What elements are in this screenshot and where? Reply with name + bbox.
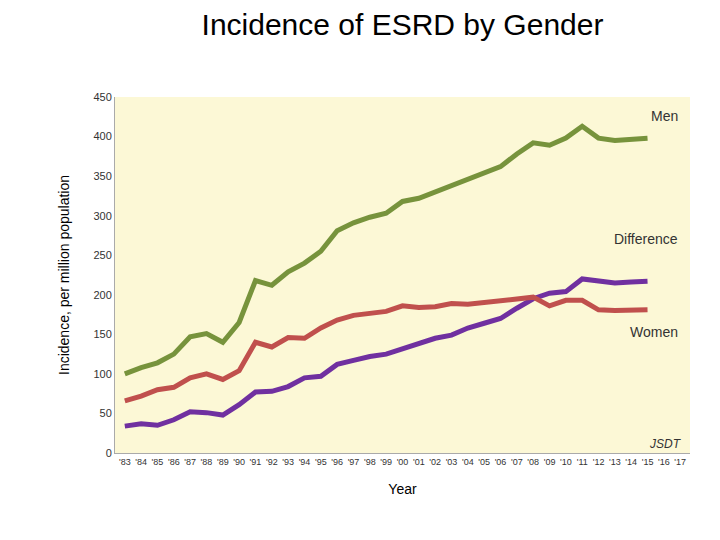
svg-text:'86: '86 [168, 457, 180, 467]
svg-text:'11: '11 [577, 457, 588, 467]
svg-text:'83: '83 [119, 457, 131, 467]
svg-text:'08: '08 [527, 457, 539, 467]
svg-text:'17: '17 [674, 457, 686, 467]
svg-text:'04: '04 [462, 457, 474, 467]
svg-text:Difference: Difference [614, 231, 678, 247]
svg-text:Women: Women [630, 324, 678, 340]
svg-text:Incidence, per million populat: Incidence, per million population [56, 175, 72, 375]
svg-text:'91: '91 [250, 457, 262, 467]
svg-text:Incidence of ESRD by Gender: Incidence of ESRD by Gender [202, 8, 604, 41]
svg-text:'03: '03 [446, 457, 458, 467]
svg-text:'16: '16 [658, 457, 670, 467]
svg-text:50: 50 [100, 407, 112, 419]
svg-text:'95: '95 [315, 457, 327, 467]
svg-text:350: 350 [93, 170, 111, 182]
svg-text:Men: Men [651, 108, 678, 124]
svg-text:'94: '94 [299, 457, 311, 467]
svg-text:'12: '12 [593, 457, 605, 467]
svg-text:'15: '15 [642, 457, 654, 467]
svg-text:'93: '93 [282, 457, 294, 467]
svg-text:'09: '09 [544, 457, 556, 467]
svg-text:'06: '06 [495, 457, 507, 467]
svg-text:'98: '98 [364, 457, 376, 467]
svg-text:400: 400 [93, 130, 111, 142]
svg-text:'05: '05 [478, 457, 490, 467]
svg-text:'90: '90 [233, 457, 245, 467]
svg-text:250: 250 [93, 249, 111, 261]
svg-text:150: 150 [93, 328, 111, 340]
svg-text:'01: '01 [413, 457, 425, 467]
svg-text:'02: '02 [429, 457, 441, 467]
svg-text:'85: '85 [152, 457, 164, 467]
svg-text:'07: '07 [511, 457, 523, 467]
svg-text:200: 200 [93, 289, 111, 301]
svg-text:450: 450 [93, 91, 111, 103]
svg-text:'88: '88 [201, 457, 213, 467]
svg-text:'89: '89 [217, 457, 229, 467]
svg-text:'14: '14 [625, 457, 637, 467]
svg-text:'96: '96 [331, 457, 343, 467]
svg-text:100: 100 [93, 368, 111, 380]
svg-text:'97: '97 [348, 457, 360, 467]
svg-text:0: 0 [106, 447, 112, 459]
svg-text:'13: '13 [609, 457, 621, 467]
svg-text:300: 300 [93, 210, 111, 222]
svg-text:'84: '84 [135, 457, 147, 467]
svg-text:JSDT: JSDT [649, 437, 682, 451]
svg-text:'10: '10 [560, 457, 572, 467]
svg-text:'92: '92 [266, 457, 278, 467]
svg-text:'87: '87 [184, 457, 196, 467]
svg-text:Year: Year [388, 481, 417, 497]
svg-text:'00: '00 [397, 457, 409, 467]
svg-text:'99: '99 [380, 457, 392, 467]
